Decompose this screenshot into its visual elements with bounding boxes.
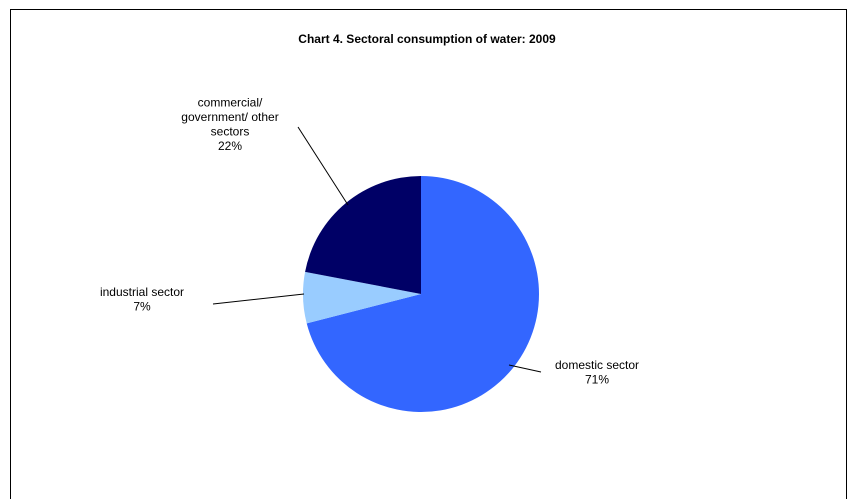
slice-labels: domestic sector 71% industrial sector 7% com… (100, 95, 639, 386)
slice-name-line: industrial sector (100, 285, 184, 299)
slice-name-line: commercial/ (198, 95, 263, 109)
slice-percent-label: 71% (585, 372, 609, 386)
slice-percent-label: 22% (218, 139, 242, 153)
chart-frame (10, 9, 847, 499)
pie-slice-0 (306, 175, 540, 413)
leader-line-2 (297, 126, 349, 206)
chart-title: Chart 4. Sectoral consumption of water: … (298, 32, 556, 46)
slice-name-line: sectors (211, 124, 250, 138)
slice-label-1: industrial sector 7% (100, 285, 184, 314)
slice-label-2: commercial/government/ other sectors 22% (181, 95, 278, 153)
pie-slice-1 (303, 271, 421, 324)
slice-percent-label: 7% (133, 299, 151, 313)
slice-label-0: domestic sector 71% (555, 358, 639, 387)
slice-name-line: government/ other (181, 110, 278, 124)
leader-lines (212, 126, 542, 373)
pie-slice-2 (305, 176, 421, 294)
leader-line-0 (508, 364, 542, 373)
slice-name-line: domestic sector (555, 358, 639, 372)
leader-line-1 (212, 293, 305, 305)
pie-slices (303, 175, 540, 413)
pie-chart: Chart 4. Sectoral consumption of water: … (100, 32, 639, 413)
